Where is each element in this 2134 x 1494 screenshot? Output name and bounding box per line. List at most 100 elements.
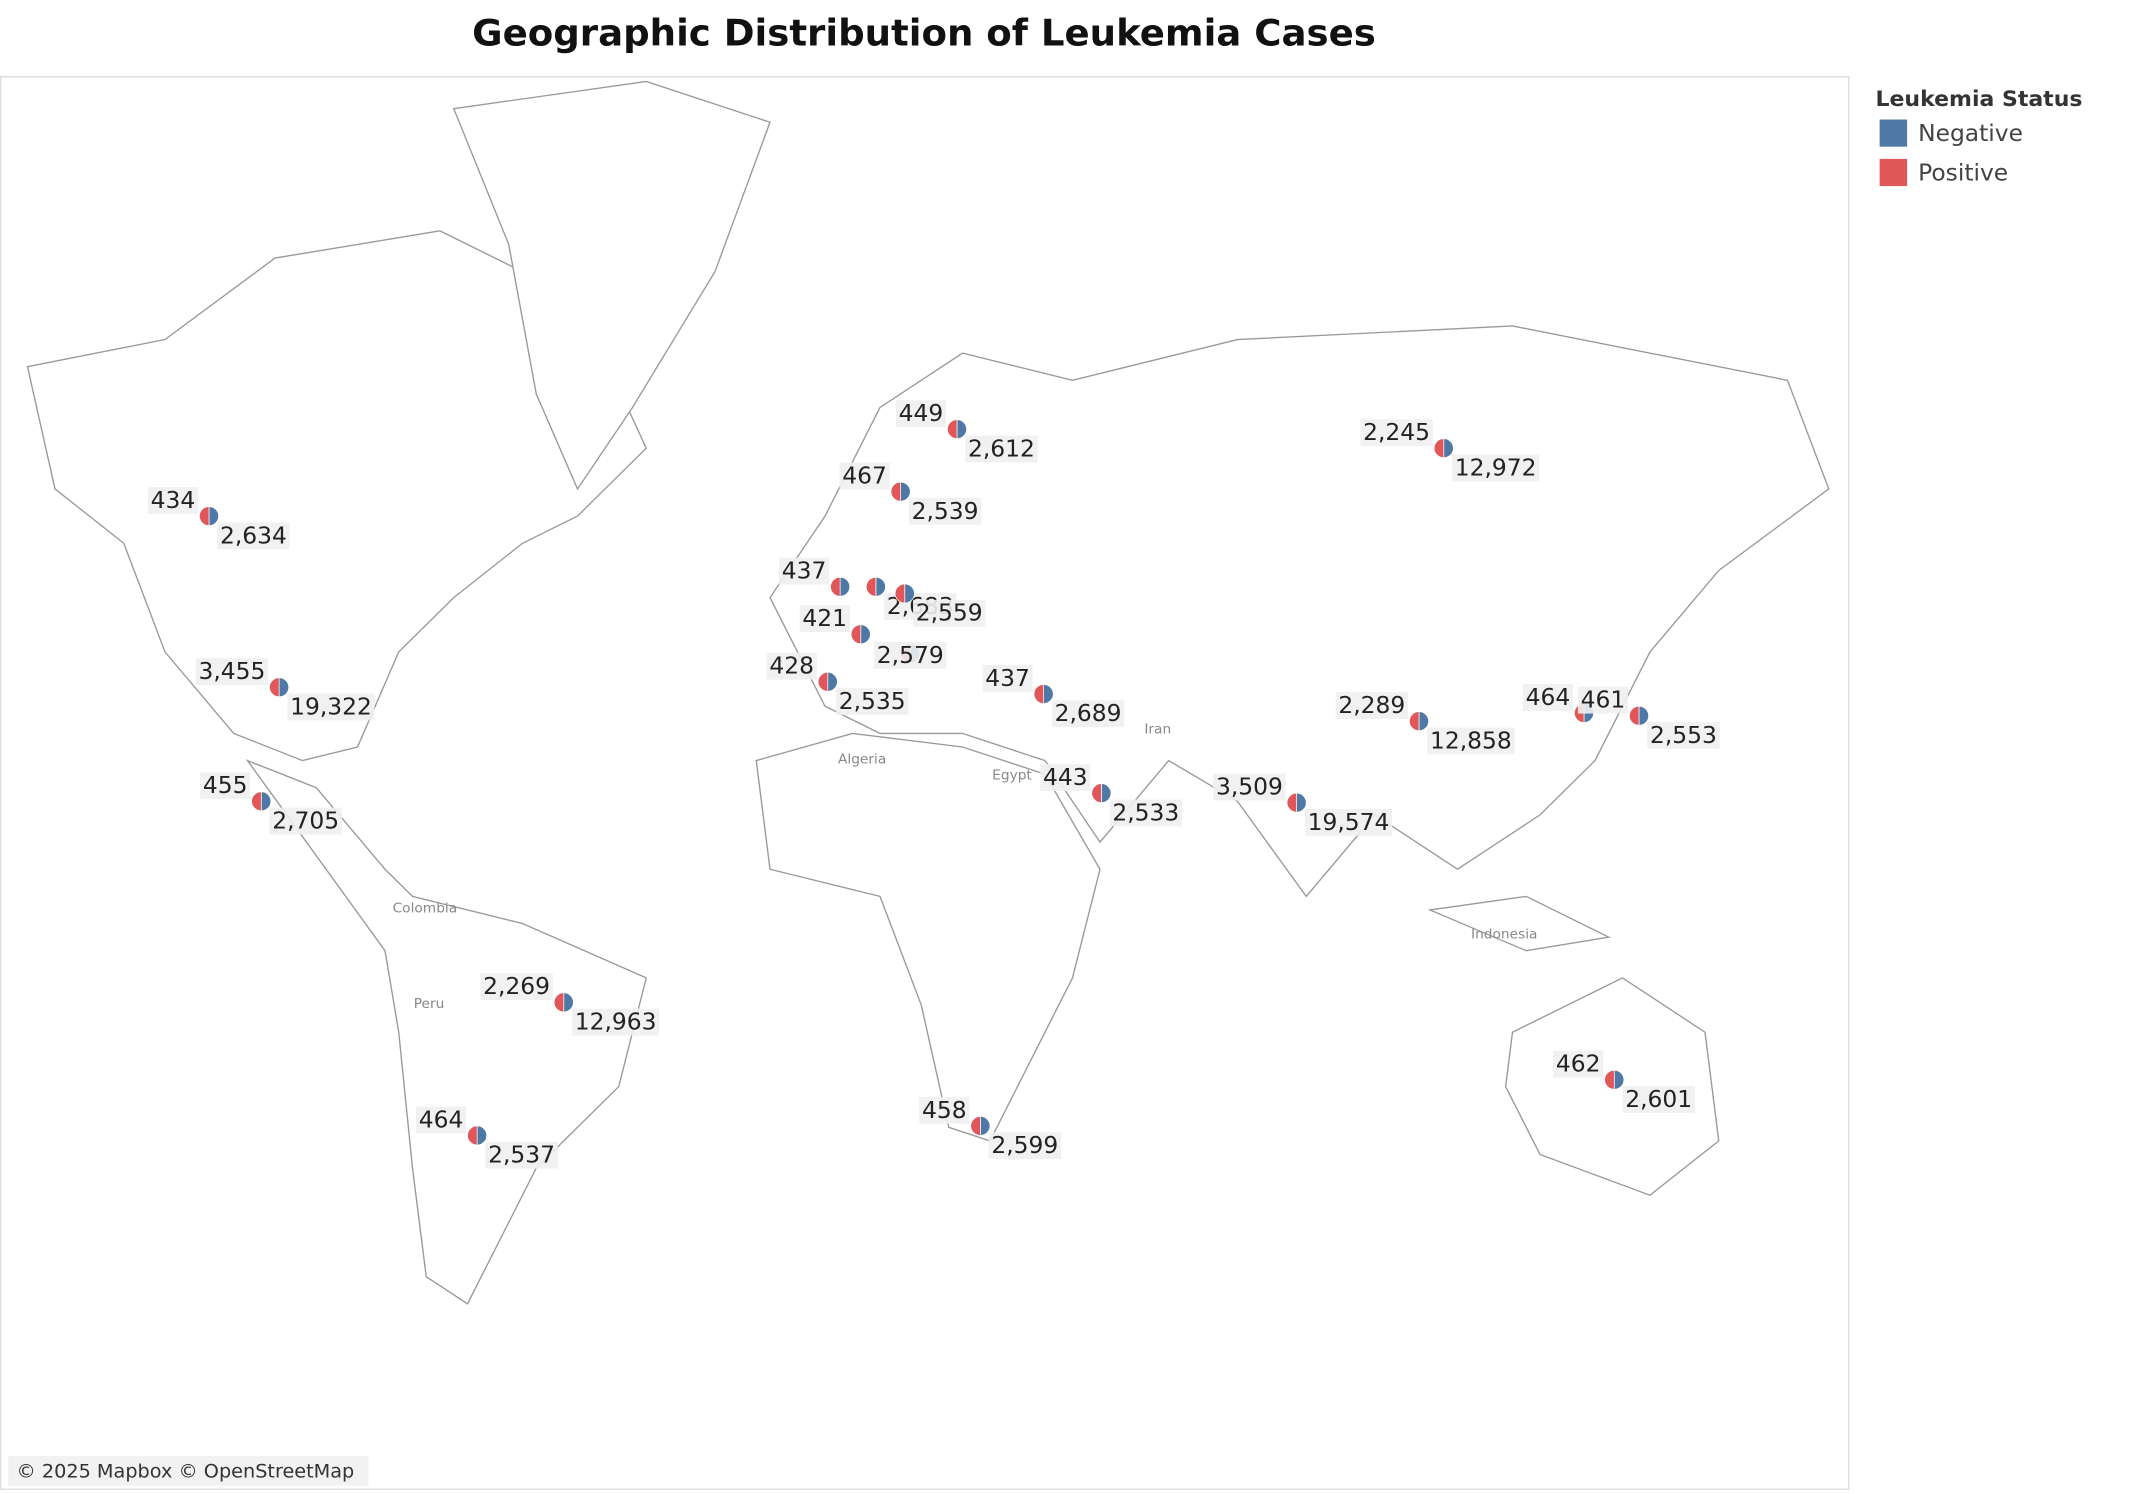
data-label: 12,963 — [575, 1009, 657, 1036]
data-label: 19,322 — [290, 694, 372, 721]
pie-slice — [553, 992, 565, 1013]
pie-slice — [1286, 792, 1297, 813]
data-label: 2,579 — [877, 642, 944, 669]
data-label-bg — [269, 807, 342, 835]
pie-slice — [251, 791, 262, 812]
pie-slice — [904, 583, 915, 604]
pie-slice — [830, 576, 841, 597]
data-label: 421 — [802, 605, 847, 632]
pie-slice — [839, 576, 851, 597]
data-label: 2,599 — [991, 1132, 1058, 1159]
data-label: 2,689 — [1055, 700, 1122, 727]
pie-slice — [1296, 792, 1307, 813]
data-label: 2,612 — [968, 435, 1035, 462]
pie-slice — [278, 677, 290, 698]
data-label: 458 — [922, 1097, 967, 1124]
pie-slice — [1613, 1069, 1625, 1090]
data-label-bg — [1577, 686, 1628, 714]
pie-slice — [476, 1125, 488, 1146]
data-label: 467 — [842, 463, 887, 490]
data-label: 437 — [985, 665, 1030, 692]
pie-slice — [1433, 438, 1445, 459]
pie-slice — [1409, 711, 1420, 732]
data-label-bg — [1522, 684, 1573, 711]
pie-slice — [199, 506, 210, 526]
pie-slice — [850, 624, 862, 645]
data-label-bg — [480, 973, 553, 1001]
data-label: 3,455 — [198, 658, 265, 685]
pie-slice — [1638, 705, 1649, 726]
attribution: © 2025 Mapbox © OpenStreetMap — [17, 1460, 355, 1483]
pie-slice — [817, 671, 829, 692]
data-label-bg — [1553, 1050, 1604, 1078]
data-label-bg — [1335, 692, 1408, 720]
data-label: 428 — [769, 653, 814, 680]
data-label-bg — [799, 605, 850, 633]
data-label-bg — [287, 693, 375, 721]
pie-slice — [894, 583, 906, 604]
data-label: 2,539 — [912, 498, 979, 525]
data-label: 455 — [203, 772, 248, 799]
data-label: 464 — [419, 1106, 464, 1133]
data-label: 2,535 — [839, 688, 906, 715]
data-label: 2,245 — [1363, 419, 1430, 446]
data-label-bg — [839, 462, 890, 490]
data-label-bg — [895, 400, 946, 427]
pie-slice — [260, 791, 272, 812]
data-label: 443 — [1043, 764, 1088, 791]
markers: 434 2,634 3,455 19,322 455 2,705 2,269 12,963 46… — [147, 400, 1720, 1169]
pie-slice — [827, 671, 838, 692]
legend-label: Positive — [1918, 160, 2008, 187]
pie-slice — [890, 481, 901, 502]
data-label-bg — [982, 665, 1033, 692]
data-label: 2,537 — [488, 1142, 555, 1169]
legend-title: Leukemia Status — [1876, 87, 2083, 112]
data-label-bg — [1622, 1086, 1695, 1113]
data-label-bg — [572, 1008, 660, 1036]
pie-slice — [865, 576, 877, 597]
pie-slice — [563, 992, 574, 1013]
pie-slice — [1033, 684, 1044, 704]
pie-slice — [970, 1116, 981, 1136]
data-label: 437 — [782, 558, 827, 585]
pie-slice — [980, 1116, 991, 1136]
pie-slice — [1091, 783, 1102, 804]
map-label: Iran — [1144, 721, 1171, 737]
legend-label: Negative — [1918, 120, 2023, 147]
data-label: 2,533 — [1112, 799, 1179, 826]
map-label: Indonesia — [1471, 927, 1537, 943]
pie-slice — [1418, 711, 1429, 732]
data-label: 462 — [1556, 1051, 1601, 1078]
data-label-bg — [200, 772, 251, 800]
pie-slice — [1604, 1069, 1615, 1090]
pie-slice — [467, 1125, 478, 1146]
legend-swatch — [1879, 119, 1908, 147]
data-label-bg — [147, 487, 198, 514]
map-label: Peru — [414, 996, 445, 1012]
basemap — [26, 80, 1830, 1305]
data-label-bg — [1109, 799, 1183, 827]
pie-slice — [208, 506, 219, 526]
data-label-bg — [779, 557, 830, 585]
data-label: 12,858 — [1430, 727, 1512, 754]
pie-slice — [1629, 705, 1640, 726]
data-label: 2,705 — [272, 808, 339, 835]
pie-slice — [1443, 438, 1454, 459]
pie-slice — [860, 624, 871, 645]
data-label-bg — [766, 652, 817, 680]
data-label: 2,289 — [1338, 692, 1405, 719]
map-label: Colombia — [393, 901, 458, 917]
data-label-bg — [1360, 419, 1433, 447]
data-label: 464 — [1526, 684, 1571, 711]
data-label-bg — [836, 688, 909, 715]
legend-swatch — [1879, 158, 1908, 187]
data-label: 461 — [1581, 687, 1626, 714]
data-label-bg — [908, 497, 982, 525]
data-label-bg — [217, 522, 290, 550]
data-label: 3,509 — [1216, 774, 1283, 801]
data-label-bg — [919, 1096, 970, 1124]
data-label-bg — [988, 1132, 1062, 1160]
data-label: 2,559 — [916, 600, 983, 627]
data-label-bg — [1452, 454, 1540, 482]
